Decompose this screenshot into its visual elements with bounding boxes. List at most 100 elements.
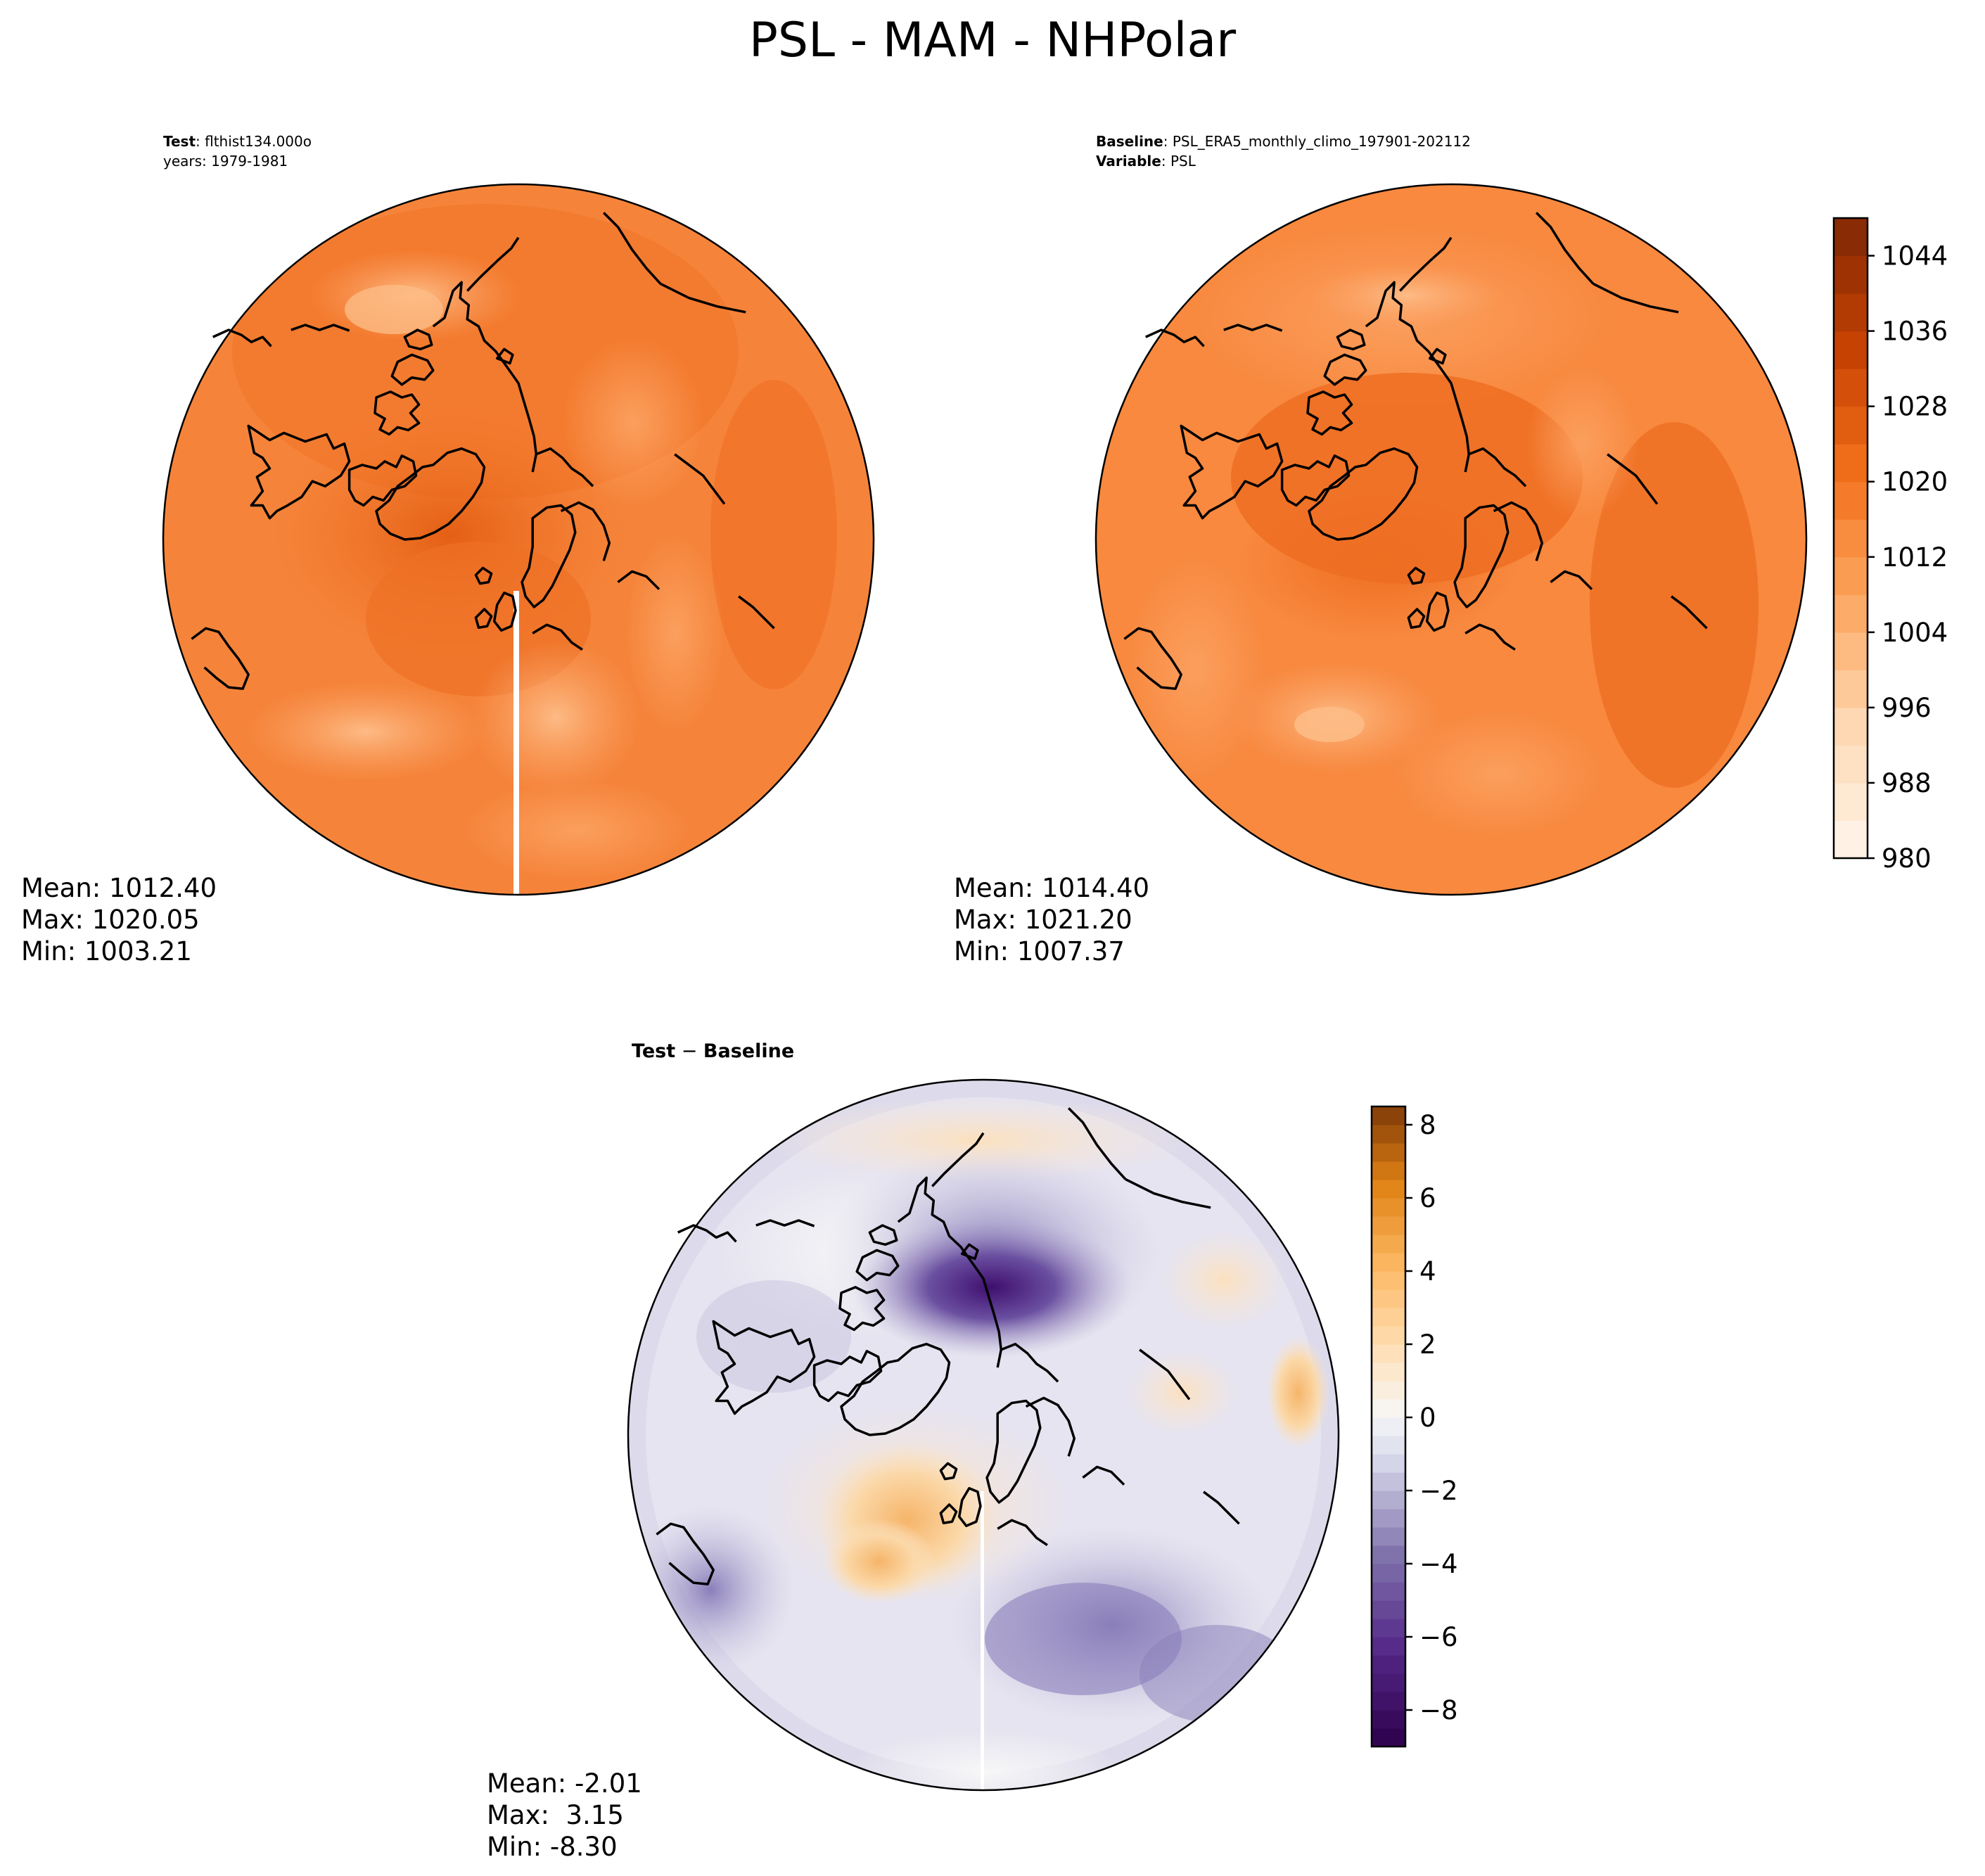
panel-baseline: Baseline: PSL_ERA5_monthly_climo_197901-… — [954, 133, 1948, 966]
colorbar-band — [1372, 1234, 1405, 1253]
colorbar-band — [1372, 1472, 1405, 1491]
coastline — [815, 1351, 881, 1401]
coastline — [532, 625, 582, 649]
panel-baseline-header-1: Baseline: PSL_ERA5_monthly_climo_197901-… — [1096, 133, 1471, 150]
coastline — [392, 355, 433, 384]
colorbar-tick-label: −2 — [1419, 1476, 1458, 1506]
coastline — [756, 1220, 815, 1226]
coastline — [1001, 1344, 1058, 1382]
colorbar-band — [1372, 1491, 1405, 1510]
colorbar-band — [1834, 481, 1868, 520]
coastline — [618, 571, 659, 589]
colorbar-frame — [1832, 217, 1869, 860]
panel-baseline-coastlines — [1124, 212, 1706, 689]
coastline — [376, 449, 485, 540]
panel-test-coastlines — [191, 212, 774, 689]
colorbar-band — [1372, 1600, 1405, 1619]
coastline — [1469, 449, 1526, 487]
coastline — [678, 1225, 736, 1242]
colorbar-band — [1372, 1381, 1405, 1400]
colorbar-tick-label: 1012 — [1882, 542, 1948, 573]
coastline — [1309, 449, 1417, 540]
coastline — [675, 454, 725, 504]
coastline — [660, 283, 746, 312]
panel-baseline-header-2: Variable: PSL — [1096, 153, 1196, 170]
coastline — [713, 1321, 814, 1413]
panel-difference-coastlines — [656, 1108, 1239, 1584]
colorbar-band — [1372, 1308, 1405, 1327]
colorbar-band — [1834, 594, 1868, 633]
colorbar-band — [1372, 1545, 1405, 1564]
colorbar-band — [1372, 1125, 1405, 1144]
panel-baseline-stat-min: Min: 1007.37 — [954, 936, 1125, 966]
coastline — [536, 449, 593, 487]
coastline — [467, 238, 518, 291]
panel-difference-missing-strip — [981, 1491, 984, 1790]
coastline — [940, 1463, 956, 1479]
colorbar-tick-label: 2 — [1419, 1329, 1436, 1360]
colorbar-band — [1372, 1161, 1405, 1180]
coastline — [932, 1133, 983, 1187]
panel-test-map — [163, 184, 874, 895]
coastline — [1607, 454, 1657, 504]
coastline — [1282, 456, 1349, 506]
colorbar-band — [1372, 1363, 1405, 1382]
coastline — [962, 1244, 978, 1258]
colorbar-band — [1372, 1655, 1405, 1674]
colorbar-band — [1834, 293, 1868, 332]
coastline — [191, 628, 248, 689]
coastline — [1465, 625, 1515, 649]
coastline — [248, 426, 349, 518]
colorbar-band — [1372, 1619, 1405, 1638]
colorbar-band — [1372, 1673, 1405, 1692]
colorbar-band — [1834, 255, 1868, 294]
panel-test-boundary — [162, 183, 875, 896]
panel-test-header-1: Test: flthist134.000o — [163, 133, 312, 150]
figure-title: PSL - MAM - NHPolar — [749, 13, 1236, 68]
panel-baseline-boundary — [1094, 183, 1808, 896]
colorbar-band — [1372, 1198, 1405, 1217]
coastline — [959, 1488, 981, 1526]
coastline — [1671, 596, 1707, 628]
panel-baseline-stat-mean: Mean: 1014.40 — [954, 873, 1149, 903]
colorbar-tick-label: 1004 — [1882, 618, 1948, 648]
coastline — [997, 1520, 1047, 1545]
panel-difference-map — [628, 1080, 1339, 1790]
coastline — [1224, 325, 1282, 331]
colorbar-band — [1834, 556, 1868, 595]
coastline — [1325, 355, 1366, 384]
colorbar-tick-label: 980 — [1882, 843, 1932, 874]
coastline — [1536, 212, 1593, 283]
colorbar-band — [1834, 632, 1868, 670]
panel-test-missing-strip — [513, 591, 519, 895]
colorbar-band — [1834, 218, 1868, 257]
colorbar-band — [1372, 1527, 1405, 1546]
coastline — [1146, 330, 1204, 346]
colorbar-tick-label: 1036 — [1882, 317, 1948, 347]
colorbar-tick-label: 1044 — [1882, 241, 1948, 272]
colorbar-band — [1834, 670, 1868, 708]
coastline — [1083, 1467, 1124, 1484]
coastline — [475, 609, 491, 627]
colorbar-band — [1372, 1326, 1405, 1345]
coastline — [494, 593, 516, 631]
colorbar-band — [1372, 1289, 1405, 1308]
panel-test: Test: flthist134.000o years: 1979-1981 M… — [21, 133, 875, 966]
coastline — [1181, 426, 1282, 518]
coastline — [1308, 392, 1352, 435]
coastline — [1494, 502, 1543, 561]
colorbar-band — [1372, 1399, 1405, 1418]
colorbar-band — [1834, 519, 1868, 558]
coastline — [857, 1250, 898, 1280]
coastline — [841, 1344, 950, 1435]
coastline — [404, 330, 431, 349]
panel-test-stat-max: Max: 1020.05 — [21, 905, 200, 935]
colorbar-tick-label: 988 — [1882, 768, 1932, 798]
coastline — [604, 212, 660, 283]
colorbar-band — [1372, 1216, 1405, 1235]
colorbar-band — [1834, 707, 1868, 746]
colorbar-band — [1834, 406, 1868, 445]
colorbar-tick-label: −8 — [1419, 1695, 1458, 1725]
coastline — [1408, 609, 1424, 627]
